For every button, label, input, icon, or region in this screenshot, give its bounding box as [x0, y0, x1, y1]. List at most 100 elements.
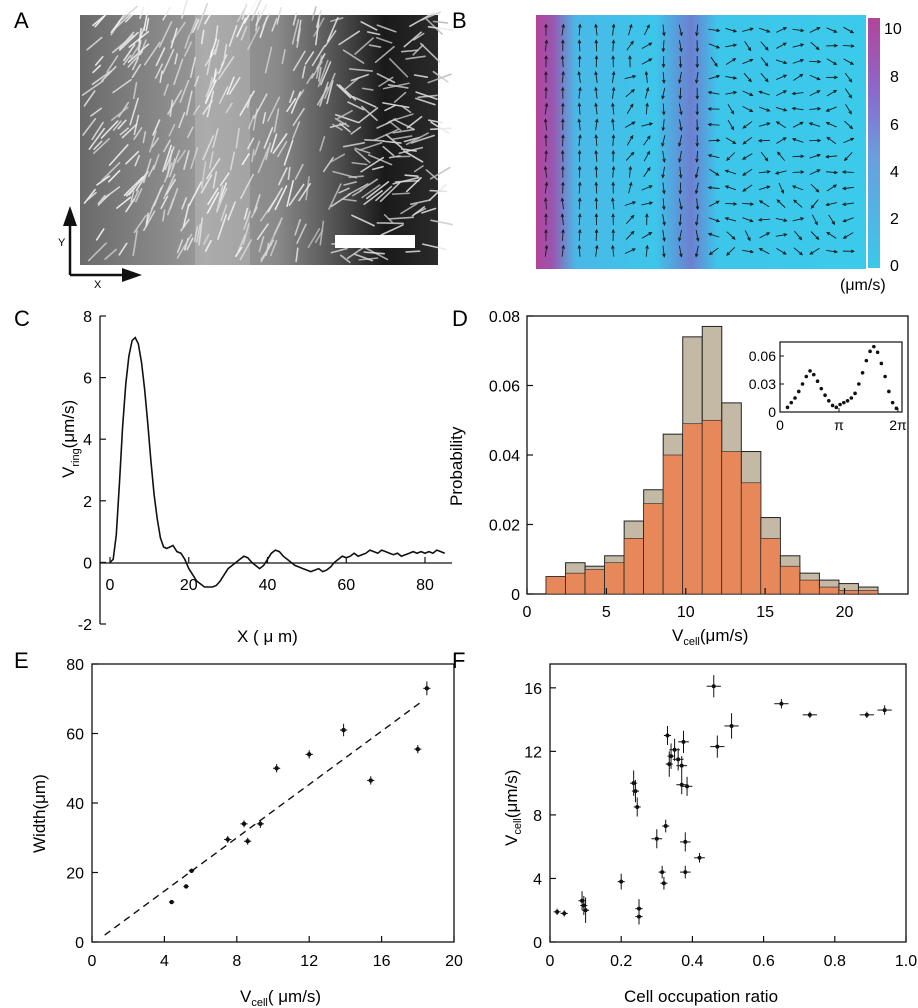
e-point	[169, 899, 174, 905]
flow-arrow-head	[832, 184, 838, 188]
flow-arrow	[760, 56, 769, 67]
streak	[287, 166, 291, 181]
streak	[292, 11, 298, 26]
streak	[404, 174, 419, 177]
flow-arrow	[612, 119, 615, 131]
flow-arrow	[662, 150, 665, 162]
streak	[185, 90, 193, 116]
streak	[393, 118, 415, 131]
flow-arrow-head	[594, 39, 599, 44]
streak	[181, 197, 188, 210]
f-ytick-label: 4	[533, 871, 542, 888]
streak	[354, 37, 374, 55]
flow-arrow-head	[757, 138, 763, 143]
panel-label-b: B	[452, 8, 467, 33]
flow-arrow	[678, 103, 682, 115]
f-point	[661, 881, 666, 886]
flow-arrow-head	[646, 150, 650, 155]
flow-arrow-head	[611, 134, 616, 139]
streak	[125, 150, 140, 165]
flow-arrow-head	[707, 154, 712, 158]
streak	[237, 234, 246, 252]
flow-arrow-head	[611, 23, 616, 28]
flow-arrow-head	[578, 23, 582, 28]
e-xtick-label: 20	[445, 953, 463, 970]
flow-arrow-head	[783, 218, 788, 222]
flow-arrow	[695, 229, 699, 241]
flow-arrow-head	[611, 149, 616, 154]
streak	[94, 11, 109, 28]
flow-arrow-head	[715, 218, 721, 223]
flow-arrow-head	[595, 244, 599, 249]
flow-arrow-head	[611, 102, 615, 107]
d-bar-orange	[701, 419, 723, 595]
flow-arrow-head	[628, 181, 633, 186]
flow-arrow-head	[842, 218, 847, 223]
d-x-label-unit: (μm/s)	[700, 626, 749, 645]
f-point	[583, 908, 588, 913]
flow-arrow	[625, 231, 635, 240]
streak	[360, 156, 385, 173]
flow-arrow	[544, 166, 548, 178]
flow-arrow-head	[733, 202, 738, 206]
flow-arrow-head	[594, 134, 598, 139]
flow-arrow-head	[730, 126, 735, 131]
flow-arrow-head	[662, 158, 666, 163]
flow-arrow	[826, 202, 838, 206]
streak	[430, 219, 454, 226]
streak	[173, 58, 184, 85]
flow-arrow-head	[594, 102, 598, 107]
flow-arrow-head	[594, 181, 599, 186]
streak	[336, 83, 352, 99]
streak	[243, 0, 258, 24]
streak	[267, 187, 283, 213]
flow-arrow	[561, 245, 564, 257]
flow-arrow-head	[695, 237, 700, 242]
e-point	[183, 884, 189, 889]
streak	[193, 225, 199, 243]
flow-arrow	[641, 58, 652, 65]
flow-arrow	[578, 135, 581, 147]
inset-point	[872, 344, 876, 349]
flow-arrow	[758, 171, 770, 174]
flow-arrow-head	[848, 94, 853, 99]
streak	[90, 107, 103, 117]
streak	[132, 229, 138, 257]
flow-arrow	[644, 24, 650, 36]
e-x-label-main: V	[240, 987, 252, 1006]
panel-a: A Y X	[14, 0, 454, 291]
d-inset-frame	[779, 341, 903, 413]
flow-arrow	[678, 229, 683, 241]
flow-arrow	[843, 26, 854, 34]
streak	[152, 119, 161, 136]
streak	[142, 131, 147, 144]
flow-arrow-head	[791, 91, 796, 96]
inset-point	[894, 406, 899, 411]
cb-tick-10: 10	[884, 21, 902, 38]
flow-arrow	[742, 184, 753, 192]
flow-arrow-head	[791, 106, 796, 111]
flow-arrow	[696, 150, 699, 162]
flow-arrow-head	[577, 181, 582, 186]
streak	[241, 3, 248, 20]
streak	[154, 63, 164, 79]
flow-arrow	[578, 24, 581, 36]
d-bar-orange	[858, 590, 879, 595]
flow-arrow-head	[611, 181, 615, 186]
flow-arrow-head	[646, 166, 651, 171]
flow-arrow-head	[646, 135, 651, 140]
flow-arrow-head	[631, 121, 636, 125]
flow-arrow	[726, 152, 736, 161]
colorbar-ticks: 10 8 6 4 2 0	[884, 21, 902, 275]
flow-arrow-head	[724, 185, 729, 189]
flow-arrow	[776, 121, 787, 129]
flow-arrow	[595, 182, 598, 194]
flow-arrow-head	[749, 202, 755, 206]
flow-arrow	[624, 75, 636, 80]
streak	[133, 214, 147, 234]
streak	[363, 190, 383, 206]
flow-arrow	[793, 73, 803, 81]
flow-arrow	[725, 185, 737, 191]
flow-arrow-head	[662, 190, 666, 195]
e-point	[241, 821, 247, 827]
